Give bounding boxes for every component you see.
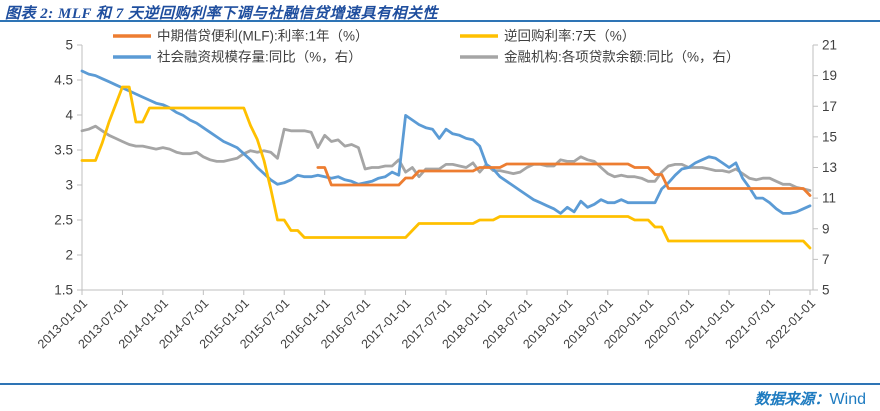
right-axis-tick-label: 7 xyxy=(822,252,830,267)
footer-divider xyxy=(0,383,880,385)
data-source-label: 数据来源： xyxy=(754,392,830,408)
legend-label-mlf: 中期借贷便利(MLF):利率:1年（%） xyxy=(157,28,369,44)
right-axis-tick-label: 5 xyxy=(822,283,830,298)
right-axis-tick-label: 9 xyxy=(822,221,830,236)
left-axis-tick-label: 1.5 xyxy=(54,283,73,298)
left-axis-tick-label: 5 xyxy=(65,38,73,53)
left-axis-tick-label: 2.5 xyxy=(54,213,73,228)
left-axis-tick-label: 3.5 xyxy=(54,143,73,158)
right-axis-tick-label: 13 xyxy=(822,160,837,175)
right-axis-tick-label: 21 xyxy=(822,38,837,53)
left-axis-tick-label: 2 xyxy=(65,248,73,263)
series-line-mlf xyxy=(316,162,812,197)
data-source: 数据来源：Wind xyxy=(755,388,866,409)
series-line-tsf xyxy=(80,69,812,215)
left-axis-tick-label: 4 xyxy=(65,108,73,123)
left-axis-tick-label: 3 xyxy=(65,178,73,193)
right-axis-tick-label: 17 xyxy=(822,99,837,114)
legend-label-loans: 金融机构:各项贷款余额:同比（%，右） xyxy=(504,49,740,65)
right-axis-tick-label: 15 xyxy=(822,129,837,144)
title-divider xyxy=(0,20,880,22)
legend-label-rr7d: 逆回购利率:7天（%） xyxy=(504,28,635,44)
series-line-rr7d xyxy=(80,85,812,250)
series-line-loans xyxy=(80,124,812,192)
data-source-value: Wind xyxy=(829,391,866,408)
right-axis-tick-label: 11 xyxy=(822,191,836,206)
legend-label-tsf: 社会融资规模存量:同比（%，右） xyxy=(157,50,362,65)
figure-title: 图表 2: MLF 和 7 天逆回购利率下调与社融信贷增速具有相关性 xyxy=(5,6,438,22)
right-axis-tick-label: 19 xyxy=(822,68,837,83)
left-axis-tick-label: 4.5 xyxy=(54,73,73,88)
